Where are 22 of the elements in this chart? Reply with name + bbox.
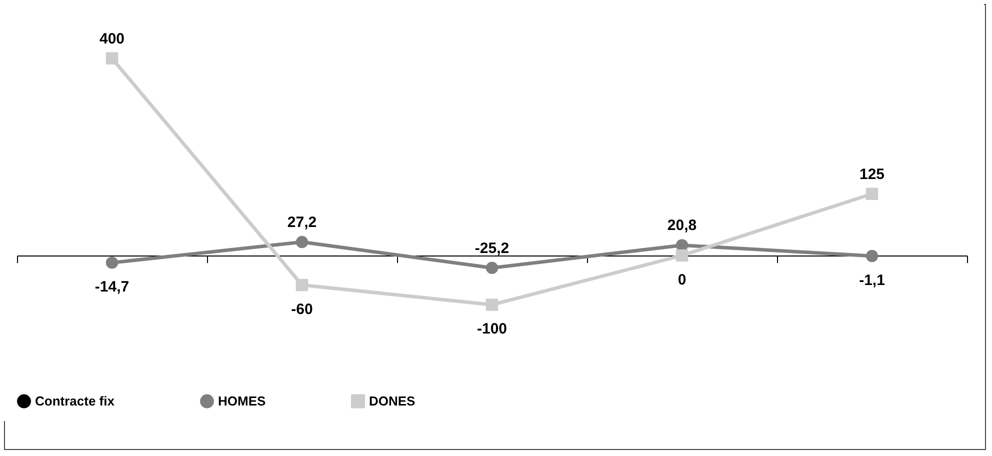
legend-label: Contracte fix [35, 393, 116, 408]
data-label: 20,8 [667, 217, 697, 234]
data-label: -14,7 [94, 278, 130, 296]
data-label: 400 [99, 30, 125, 48]
point [486, 262, 498, 274]
data-label: 27,2 [287, 214, 317, 232]
point [296, 278, 308, 292]
legend-label: HOMES [218, 393, 266, 408]
point [676, 249, 688, 262]
data-label: 125 [859, 166, 885, 183]
point [296, 236, 308, 248]
point [486, 298, 498, 311]
point [866, 188, 878, 200]
point [866, 250, 878, 262]
data-label: -60 [291, 301, 313, 318]
data-label: -100 [476, 320, 508, 338]
point [106, 52, 118, 64]
point [106, 256, 118, 269]
legend-label: DONES [369, 393, 416, 408]
data-label: -25,2 [474, 240, 510, 257]
data-label: -1,1 [859, 272, 885, 289]
data-label: 0 [678, 271, 686, 288]
